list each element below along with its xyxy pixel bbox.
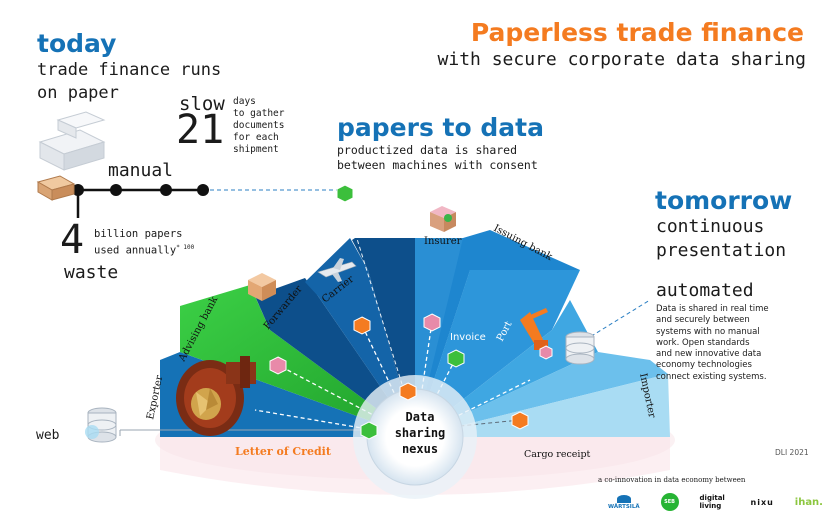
hexagon-node	[336, 184, 354, 203]
days-number: 21	[176, 107, 225, 153]
days-description: days to gather documents for each shipme…	[233, 96, 285, 155]
insurer-box-icon	[430, 206, 456, 232]
database-icon	[565, 331, 595, 365]
papers-to-data-heading: papers to data	[337, 113, 544, 142]
paper-stack-icon	[36, 111, 106, 201]
today-line2: on paper	[37, 83, 119, 103]
wedge-advising-bank	[180, 285, 415, 437]
papers-number: 4	[60, 217, 85, 263]
forwarder-box-icon	[248, 273, 276, 301]
hexagon-node	[269, 356, 287, 375]
party-fan	[160, 230, 670, 437]
timeline-dot	[72, 184, 84, 196]
timeline-dot	[197, 184, 209, 196]
wedge-central	[352, 238, 415, 437]
manual-label: manual	[108, 160, 174, 181]
tomorrow-body: Data is shared in real time and securely…	[656, 304, 769, 382]
papers-to-data-text: productized data is shared between machi…	[337, 143, 538, 172]
wedge-port-outer	[415, 352, 668, 437]
web-label: web	[36, 428, 60, 443]
tomorrow-line1: continuous	[656, 216, 765, 237]
hexagon-node	[360, 421, 378, 440]
timeline-dot	[160, 184, 172, 196]
credit-label: DLI 2021	[775, 448, 809, 457]
seb-logo: SEB	[660, 493, 679, 511]
hexagon-node	[399, 382, 417, 401]
papers-description: billion papers used annually* 100	[94, 228, 195, 257]
coinnovation-text: a co-innovation in data economy between	[598, 476, 746, 484]
nixu-logo: nixu	[750, 497, 774, 507]
party-label-insurer: Insurer	[424, 236, 462, 247]
timeline	[72, 184, 209, 218]
hexagon-node	[423, 313, 441, 332]
timeline-dot	[110, 184, 122, 196]
hexagon-node	[447, 349, 465, 368]
hub-label-line1: Data	[406, 410, 435, 424]
tomorrow-line2: presentation	[656, 240, 787, 261]
wedge-issuing-bank	[415, 230, 580, 437]
hub-label-line3: nexus	[402, 442, 438, 456]
hexagon-node	[353, 316, 371, 335]
today-line1: trade finance runs	[37, 60, 222, 80]
digital-living-logo: digital living	[699, 494, 725, 510]
web-database-icon	[85, 407, 117, 443]
partner-logos: WÄRTSILÄ SEB digital living nixu ihan.	[608, 490, 823, 514]
ihan-logo: ihan.	[794, 496, 823, 508]
document-label-letter-of-credit: Letter of Credit	[235, 445, 332, 458]
thruster-illustration	[176, 356, 256, 436]
wedge-importer	[415, 374, 670, 437]
slow-label: slow	[179, 93, 225, 115]
hexagon-node	[539, 345, 553, 360]
wartsila-logo: WÄRTSILÄ	[608, 494, 640, 510]
hub-label-line2: sharing	[395, 426, 446, 440]
document-label-invoice: Invoice	[450, 332, 486, 343]
crane-icon	[520, 308, 548, 350]
airplane-icon	[317, 258, 357, 282]
page-subtitle: with secure corporate data sharing	[437, 49, 806, 70]
page-title: Paperless trade finance	[470, 18, 804, 47]
waste-label: waste	[64, 262, 119, 283]
hexagon-node	[511, 411, 529, 430]
tomorrow-heading: tomorrow	[655, 186, 793, 215]
automated-label: automated	[656, 280, 754, 301]
hexagon-nodes	[269, 184, 553, 440]
today-heading: today	[37, 29, 117, 58]
document-label-cargo-receipt: Cargo receipt	[524, 449, 591, 460]
